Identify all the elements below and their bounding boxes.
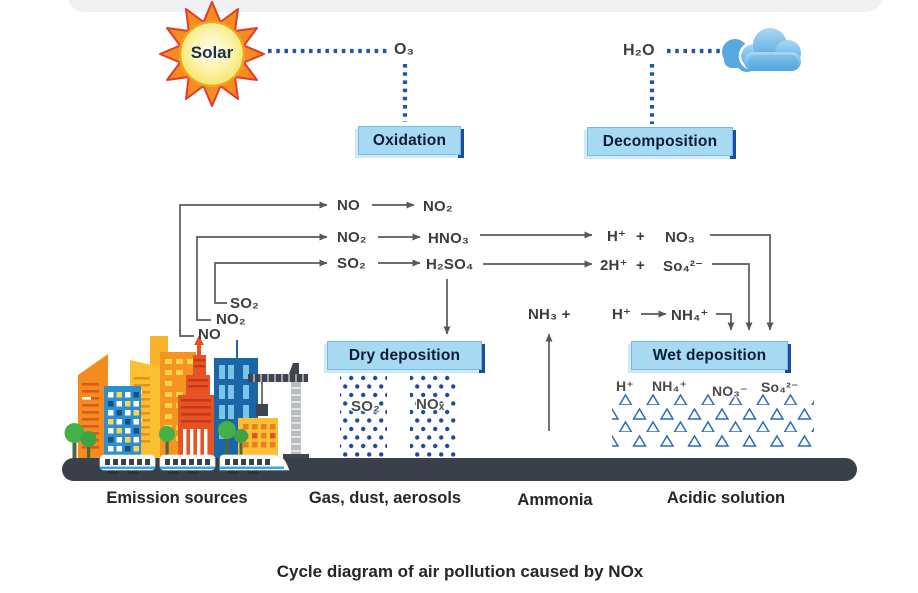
decomposition-box: Decomposition xyxy=(587,127,733,156)
solar-label: Solar xyxy=(190,43,234,62)
chem-h-plus: H⁺ xyxy=(612,306,632,323)
plus-sign: + xyxy=(636,228,645,245)
o3-label: O₃ xyxy=(394,41,415,58)
chem-no: NO xyxy=(337,197,360,214)
train xyxy=(99,454,290,474)
bracket-so2 xyxy=(214,259,328,304)
chem-so2: SO₂ xyxy=(337,255,366,272)
elbow-no3-wet xyxy=(710,234,774,331)
chem-no2: NO₂ xyxy=(337,229,367,246)
plus-sign: + xyxy=(636,257,645,274)
dry-item-so2: SO₂ xyxy=(351,398,380,415)
top-card-edge xyxy=(68,0,882,12)
wet-item-h: H⁺ xyxy=(616,378,634,394)
dry-deposition-box: Dry deposition xyxy=(327,341,482,370)
city-illustration xyxy=(64,335,309,474)
diagram-caption: Cycle diagram of air pollution caused by… xyxy=(276,562,644,581)
elbow-so4-wet xyxy=(712,263,753,331)
wet-item-no3: NO₃⁻ xyxy=(712,383,748,399)
label-emission-sources: Emission sources xyxy=(106,489,248,507)
sun-icon xyxy=(159,1,265,107)
bracket-no xyxy=(179,201,328,337)
dot-column-so2 xyxy=(340,372,387,458)
chem-no2: NO₂ xyxy=(423,198,453,215)
crane-icon xyxy=(248,363,309,459)
dotted-connectors xyxy=(268,48,722,124)
chem-h-plus: H⁺ xyxy=(607,228,627,245)
building xyxy=(178,335,214,458)
chem-nh4-plus: NH₄⁺ xyxy=(671,307,709,324)
wet-item-nh4: NH₄⁺ xyxy=(652,378,688,394)
chem-2h-plus: 2H⁺ xyxy=(600,257,628,274)
elbow-nh4-wet xyxy=(716,313,735,331)
tree-icon xyxy=(64,421,248,458)
chem-nh3-plus: NH₃ + xyxy=(528,306,571,323)
dry-deposition-dot-columns xyxy=(340,372,457,458)
dot-column-nox xyxy=(410,372,457,458)
chem-no3: NO₃ xyxy=(665,229,696,246)
reaction-connectors xyxy=(179,201,774,431)
wet-deposition-box: Wet deposition xyxy=(631,341,788,370)
bracket-no2 xyxy=(196,233,328,321)
cloud-icon xyxy=(722,28,801,72)
emission-so2: SO₂ xyxy=(230,295,259,312)
emission-no2: NO₂ xyxy=(216,311,246,328)
wet-item-so4: So₄²⁻ xyxy=(761,379,799,395)
chem-so4: So₄²⁻ xyxy=(663,258,704,275)
oxidation-box: Oxidation xyxy=(358,126,461,155)
triangle-field xyxy=(612,393,814,447)
h2o-label: H₂O xyxy=(623,42,655,59)
chem-hno3: HNO₃ xyxy=(428,230,470,247)
label-acidic-solution: Acidic solution xyxy=(666,489,786,507)
dry-item-nox: NOₓ xyxy=(416,396,445,413)
label-ammonia: Ammonia xyxy=(517,491,593,509)
chem-h2so4: H₂SO₄ xyxy=(426,256,474,273)
label-gas-dust-aerosols: Gas, dust, aerosols xyxy=(308,489,462,507)
building xyxy=(104,386,141,458)
emission-no: NO xyxy=(198,326,221,343)
